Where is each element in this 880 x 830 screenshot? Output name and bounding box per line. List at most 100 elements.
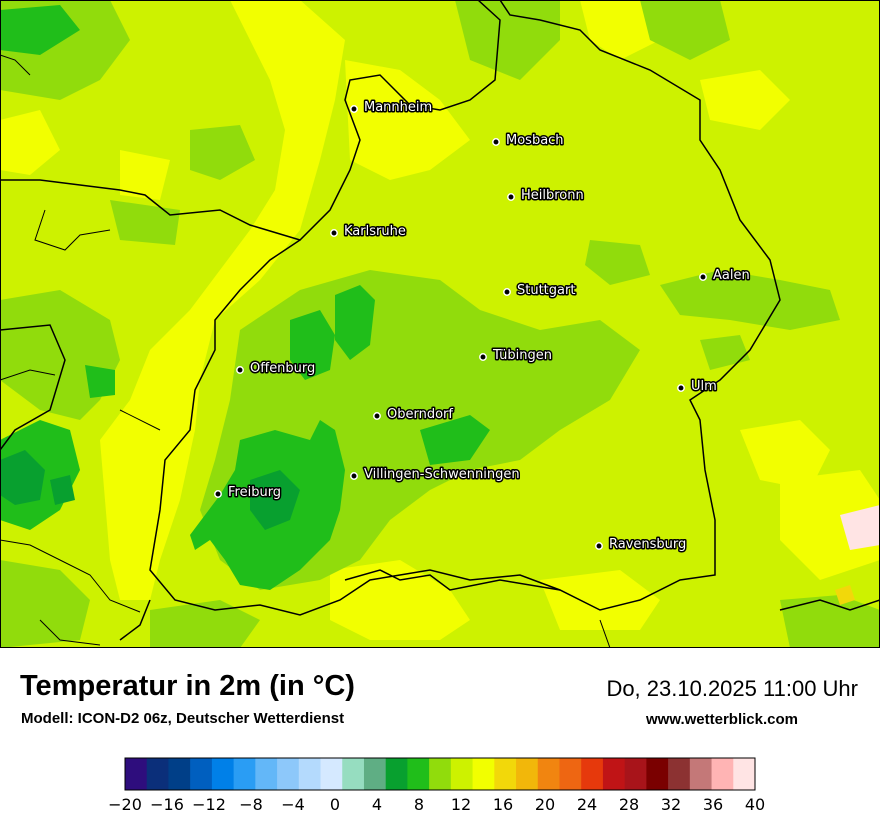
legend-swatch [689, 758, 713, 790]
city-oberndorf[interactable]: Oberndorf [373, 406, 455, 424]
city-mannheim[interactable]: Mannheim [350, 99, 434, 117]
legend-swatch [472, 758, 495, 790]
legend-swatch [646, 758, 669, 790]
legend-swatch [363, 758, 387, 790]
legend-swatch [733, 758, 756, 790]
legend-swatch [450, 758, 474, 790]
legend-swatch [711, 758, 734, 790]
city-dot [236, 366, 244, 374]
city-label: Mosbach [506, 133, 564, 148]
legend-swatch [602, 758, 626, 790]
legend-swatch [255, 758, 278, 790]
footer-panel: Temperatur in 2m (in °C) Modell: ICON-D2… [0, 648, 880, 830]
city-heilbronn[interactable]: Heilbronn [507, 187, 585, 205]
city-dot [677, 384, 685, 392]
legend-tick-label: −16 [150, 795, 184, 814]
legend-frame [124, 757, 756, 791]
city-dot [350, 105, 358, 113]
legend-swatch [342, 758, 365, 790]
legend-tick-label: 12 [451, 795, 471, 814]
map-borders [0, 0, 880, 648]
color-legend: −20 −16 −12 −8 −4 0 4 8 12 16 20 24 28 32 36 40 [108, 757, 765, 814]
city-label: Villingen-Schwenningen [364, 467, 520, 482]
city-dot [214, 490, 222, 498]
city-tuebingen[interactable]: Tübingen [479, 347, 554, 365]
legend-swatch [298, 758, 322, 790]
legend-swatch [494, 758, 517, 790]
legend-tick-label: 20 [535, 795, 555, 814]
city-dot [330, 229, 338, 237]
legend-swatch [429, 758, 452, 790]
legend-tick-label: −20 [108, 795, 142, 814]
city-karlsruhe[interactable]: Karlsruhe [330, 223, 407, 241]
legend-tick-label: 8 [414, 795, 424, 814]
city-label: Freiburg [228, 485, 281, 500]
website-link[interactable]: www.wetterblick.com [646, 711, 798, 728]
legend-tick-label: 4 [372, 795, 382, 814]
legend-swatch [125, 758, 148, 790]
zone-warm [0, 0, 880, 640]
city-label: Ravensburg [609, 537, 686, 552]
legend-swatch [559, 758, 582, 790]
map-svg: Mannheim Mosbach Heilbronn Karlsruhe Aal… [0, 0, 880, 648]
city-markers: Mannheim Mosbach Heilbronn Karlsruhe Aal… [214, 99, 751, 554]
zone-cooler [0, 450, 300, 530]
city-dot [350, 472, 358, 480]
zone-orange [835, 585, 855, 605]
city-label: Stuttgart [517, 283, 575, 298]
city-label: Karlsruhe [344, 224, 406, 239]
city-ulm[interactable]: Ulm [677, 378, 718, 396]
zone-warmest [840, 505, 880, 550]
city-label: Tübingen [492, 348, 552, 363]
temperature-map[interactable]: Mannheim Mosbach Heilbronn Karlsruhe Aal… [0, 0, 880, 648]
city-label: Oberndorf [387, 407, 453, 422]
legend-tick-label: 32 [661, 795, 681, 814]
model-subtitle: Modell: ICON-D2 06z, Deutscher Wetterdie… [21, 710, 345, 727]
city-offenburg[interactable]: Offenburg [236, 360, 317, 378]
city-label: Ulm [691, 379, 717, 394]
legend-tick-label: 40 [745, 795, 765, 814]
city-label: Offenburg [250, 361, 315, 376]
city-label: Aalen [713, 268, 750, 283]
city-dot [373, 412, 381, 420]
legend-swatch [168, 758, 191, 790]
city-villingen-schwenningen[interactable]: Villingen-Schwenningen [350, 466, 521, 484]
legend-swatch [211, 758, 235, 790]
city-stuttgart[interactable]: Stuttgart [503, 282, 577, 300]
city-dot [503, 288, 511, 296]
legend-tick-label: −4 [281, 795, 305, 814]
legend-swatch [233, 758, 256, 790]
city-dot [699, 273, 707, 281]
legend-tick-label: 24 [577, 795, 597, 814]
city-dot [492, 138, 500, 146]
city-mosbach[interactable]: Mosbach [492, 132, 565, 150]
city-aalen[interactable]: Aalen [699, 267, 751, 285]
legend-tick-label: 36 [703, 795, 723, 814]
legend-ticks: −20 −16 −12 −8 −4 0 4 8 12 16 20 24 28 32 36 40 [108, 795, 765, 814]
legend-swatches [125, 758, 756, 790]
legend-tick-label: 0 [330, 795, 340, 814]
city-label: Heilbronn [521, 188, 584, 203]
city-dot [479, 353, 487, 361]
legend-tick-label: −12 [192, 795, 226, 814]
legend-swatch [581, 758, 604, 790]
legend-swatch [277, 758, 300, 790]
legend-swatch [668, 758, 691, 790]
legend-swatch [190, 758, 213, 790]
legend-swatch [385, 758, 408, 790]
forecast-datetime: Do, 23.10.2025 11:00 Uhr [606, 676, 858, 701]
city-freiburg[interactable]: Freiburg [214, 484, 283, 502]
legend-tick-label: −8 [239, 795, 263, 814]
city-ravensburg[interactable]: Ravensburg [595, 536, 688, 554]
city-label: Mannheim [364, 100, 432, 115]
legend-tick-label: 28 [619, 795, 639, 814]
legend-swatch [624, 758, 647, 790]
page-title: Temperatur in 2m (in °C) [20, 670, 355, 702]
legend-swatch [407, 758, 430, 790]
city-dot [595, 542, 603, 550]
legend-tick-label: 16 [493, 795, 513, 814]
legend-swatch [320, 758, 343, 790]
legend-swatch [146, 758, 169, 790]
legend-swatch [537, 758, 560, 790]
legend-swatch [516, 758, 539, 790]
